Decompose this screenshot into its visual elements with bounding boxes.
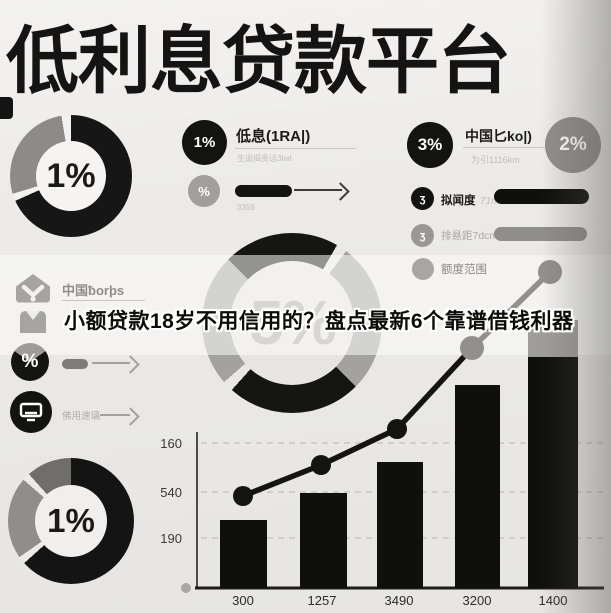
bar-gray-cap (528, 320, 578, 357)
low-interest-subtext: 生诞揭贵话3twt (237, 154, 292, 163)
percent-badge-small: % (188, 175, 220, 207)
y-tick-label: 540 (160, 485, 182, 500)
line-marker (311, 455, 331, 475)
house-person-icon (16, 274, 50, 333)
y-tick-label: 190 (160, 531, 182, 546)
legend-label: 额度范围 (441, 264, 487, 276)
bar (300, 493, 347, 588)
bar (377, 462, 423, 588)
highlight-band (0, 255, 611, 355)
bottom-left-donut-hole: 1% (35, 485, 107, 557)
china-row1-label: 拟闻度 (441, 195, 476, 207)
bottom-left-donut-chart: 1% (8, 458, 134, 584)
top-left-donut-chart: 1% (10, 115, 132, 237)
line-marker (538, 260, 562, 284)
low-interest-bar (235, 185, 292, 197)
crescent-icon: ʒ (411, 187, 434, 210)
low-interest-value: 3356 (237, 203, 255, 212)
line-marker (387, 419, 407, 439)
trend-line-segment (318, 426, 400, 468)
y-tick-label: 160 (160, 436, 182, 451)
bar (528, 357, 578, 588)
china-row2-label: 排悬距7dcm (441, 230, 499, 242)
china-card-divider (463, 147, 545, 148)
trend-line-segment (394, 345, 475, 432)
top-left-donut-hole: 1% (36, 141, 106, 211)
brand-divider (62, 300, 145, 301)
arrow-icon (294, 189, 342, 191)
headline-text: 小额贷款18岁不用信用的？盘点最新6个靠谱借钱利器 (64, 310, 574, 333)
monitor-icon (19, 402, 43, 422)
x-tick-label: 3200 (463, 593, 492, 608)
china-row2-bar (494, 227, 587, 241)
page-title: 低利息贷款平台 (6, 21, 511, 102)
percent-row-bar (62, 359, 88, 369)
china-card-subtext: 为引1116km (471, 155, 520, 165)
x-tick-label: 1400 (539, 593, 568, 608)
bar (455, 385, 500, 588)
low-interest-badge: 1% (182, 120, 227, 165)
china-row1-value: 71mm (479, 196, 508, 207)
china-row1-bar (494, 189, 589, 204)
china-badge-left: 3% (407, 122, 453, 168)
trend-line-segment (240, 462, 324, 499)
decorative-tab (0, 97, 13, 119)
trend-line-segment (469, 269, 553, 351)
low-interest-label: 低息(1RA|) (236, 128, 311, 145)
x-tick-label: 300 (232, 593, 254, 608)
arrow-icon (92, 362, 130, 364)
monitor-badge (10, 391, 52, 433)
brand-label: 中国ƀorþs (62, 283, 125, 298)
x-tick-label: 3490 (385, 593, 414, 608)
low-interest-divider (235, 148, 356, 149)
china-card-label: 中国匕ko|) (465, 128, 532, 144)
crescent-icon: ʒ (411, 224, 434, 247)
bottom-left-donut-value: 1% (47, 502, 95, 539)
percent-badge: % (11, 343, 49, 381)
speed-row-label: 佛用速璃 (62, 411, 101, 422)
line-marker (233, 486, 253, 506)
x-tick-label: 1257 (308, 593, 337, 608)
legend-dot (412, 258, 434, 280)
top-left-donut-value: 1% (46, 156, 96, 195)
china-badge-right: 2% (545, 117, 601, 173)
arrow-icon (100, 414, 130, 416)
line-marker (460, 336, 484, 360)
bar (220, 520, 267, 588)
